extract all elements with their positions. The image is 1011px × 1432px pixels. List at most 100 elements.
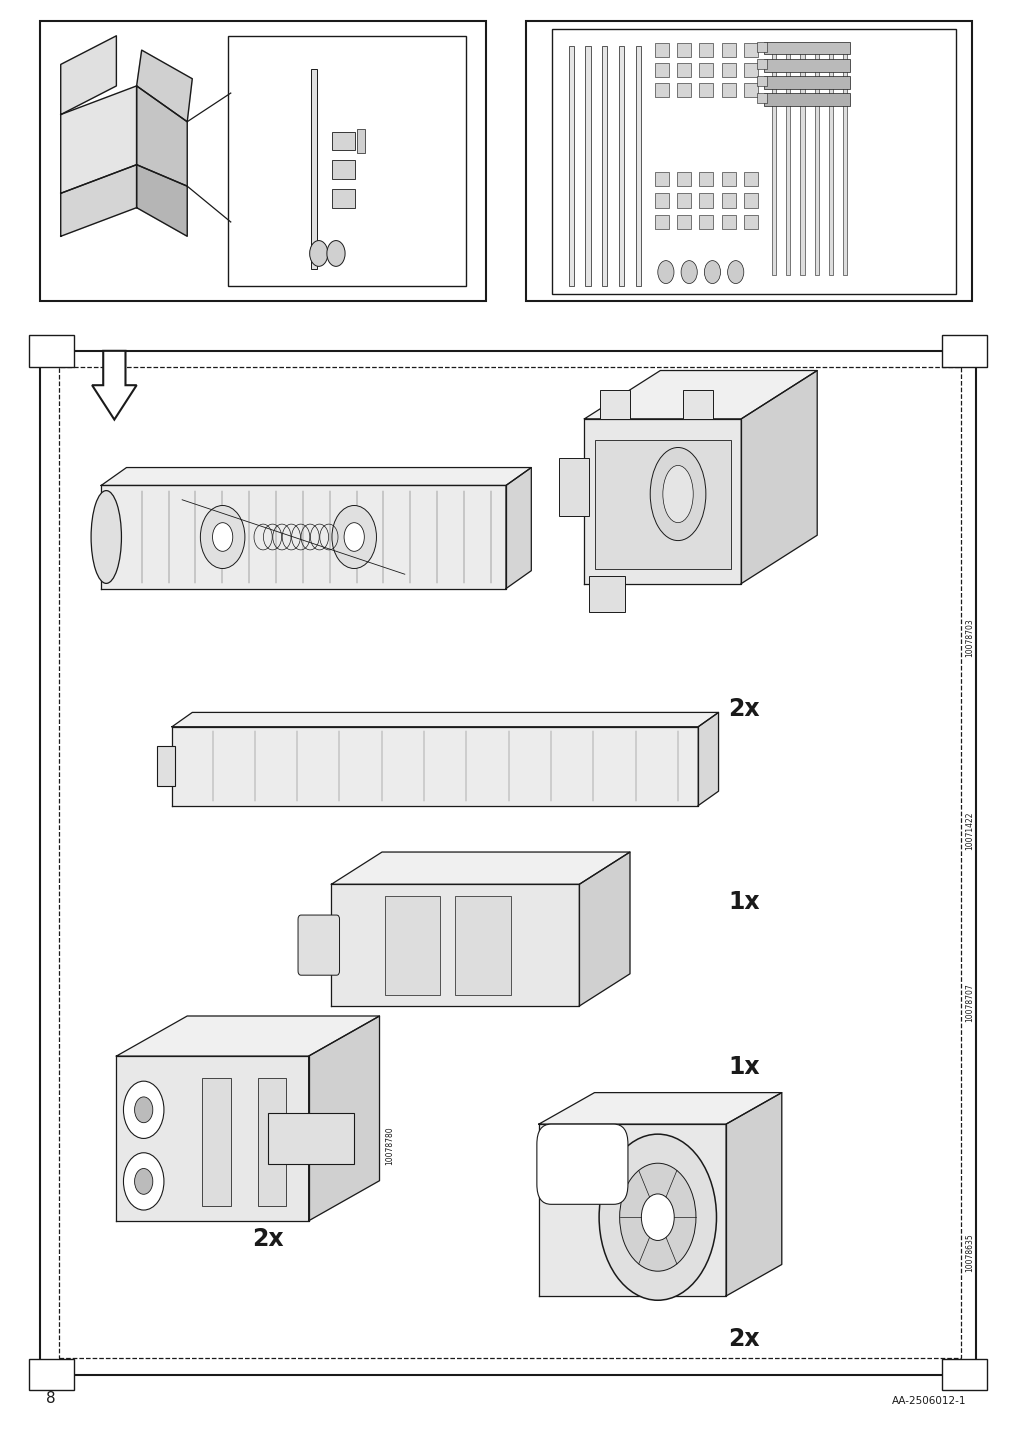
Bar bbox=[743, 63, 757, 77]
Polygon shape bbox=[698, 713, 718, 805]
Bar bbox=[743, 43, 757, 57]
Bar bbox=[743, 193, 757, 208]
Bar bbox=[756, 93, 766, 103]
Bar bbox=[29, 1359, 74, 1390]
Text: 10078635: 10078635 bbox=[964, 1233, 973, 1273]
Text: 8: 8 bbox=[45, 1392, 56, 1406]
Bar bbox=[654, 83, 668, 97]
Bar bbox=[676, 43, 691, 57]
Bar bbox=[202, 1078, 231, 1206]
Polygon shape bbox=[136, 86, 187, 186]
Circle shape bbox=[309, 241, 328, 266]
Bar bbox=[332, 189, 355, 208]
Bar bbox=[676, 215, 691, 229]
Bar bbox=[763, 42, 849, 54]
Bar bbox=[676, 172, 691, 186]
Bar bbox=[227, 36, 465, 286]
Bar bbox=[357, 129, 365, 153]
Polygon shape bbox=[506, 467, 531, 589]
Polygon shape bbox=[136, 165, 187, 236]
Bar bbox=[602, 46, 607, 286]
Circle shape bbox=[123, 1081, 164, 1138]
Ellipse shape bbox=[662, 465, 693, 523]
Polygon shape bbox=[740, 371, 817, 584]
Bar bbox=[721, 172, 735, 186]
Bar bbox=[743, 172, 757, 186]
Bar bbox=[763, 93, 849, 106]
Circle shape bbox=[704, 261, 720, 284]
Text: 10078780: 10078780 bbox=[385, 1127, 393, 1164]
Ellipse shape bbox=[91, 491, 121, 583]
Bar bbox=[721, 63, 735, 77]
Bar bbox=[828, 53, 832, 275]
Bar bbox=[721, 193, 735, 208]
Bar bbox=[618, 46, 623, 286]
Circle shape bbox=[619, 1163, 696, 1272]
Circle shape bbox=[344, 523, 364, 551]
Bar bbox=[676, 63, 691, 77]
Bar bbox=[558, 458, 588, 516]
Circle shape bbox=[641, 1194, 673, 1240]
Bar bbox=[654, 215, 668, 229]
Bar bbox=[763, 59, 849, 72]
Circle shape bbox=[123, 1153, 164, 1210]
Bar bbox=[157, 746, 175, 786]
Bar bbox=[551, 29, 955, 294]
Circle shape bbox=[599, 1134, 716, 1300]
FancyBboxPatch shape bbox=[297, 915, 339, 975]
Bar bbox=[654, 43, 668, 57]
Bar bbox=[721, 43, 735, 57]
Bar bbox=[699, 215, 713, 229]
Bar bbox=[771, 53, 775, 275]
Circle shape bbox=[134, 1097, 153, 1123]
Circle shape bbox=[657, 261, 673, 284]
Bar bbox=[721, 83, 735, 97]
Polygon shape bbox=[332, 885, 578, 1005]
Bar bbox=[40, 21, 485, 301]
Polygon shape bbox=[101, 467, 531, 485]
Text: 2x: 2x bbox=[727, 1327, 759, 1350]
Text: 2x: 2x bbox=[727, 697, 759, 720]
Bar bbox=[584, 46, 590, 286]
Polygon shape bbox=[172, 727, 698, 805]
Bar bbox=[682, 390, 713, 420]
Bar bbox=[699, 63, 713, 77]
Text: AA-2506012-1: AA-2506012-1 bbox=[891, 1396, 966, 1406]
Bar bbox=[941, 335, 986, 367]
Bar bbox=[588, 576, 625, 613]
Circle shape bbox=[134, 1169, 153, 1194]
Bar bbox=[676, 83, 691, 97]
Bar bbox=[654, 193, 668, 208]
Bar bbox=[654, 172, 668, 186]
Bar bbox=[310, 69, 316, 269]
Circle shape bbox=[327, 241, 345, 266]
Bar bbox=[29, 335, 74, 367]
Bar bbox=[800, 53, 804, 275]
Polygon shape bbox=[61, 86, 136, 193]
Text: 2x: 2x bbox=[252, 1227, 284, 1250]
Polygon shape bbox=[308, 1017, 379, 1220]
Polygon shape bbox=[578, 852, 629, 1005]
Ellipse shape bbox=[649, 448, 706, 541]
Polygon shape bbox=[538, 1124, 726, 1296]
Bar bbox=[763, 76, 849, 89]
Polygon shape bbox=[583, 371, 817, 420]
Polygon shape bbox=[101, 485, 506, 589]
Bar bbox=[455, 896, 511, 994]
Bar bbox=[743, 83, 757, 97]
FancyBboxPatch shape bbox=[536, 1124, 627, 1204]
Text: 10071422: 10071422 bbox=[964, 812, 973, 849]
Bar bbox=[568, 46, 573, 286]
Bar bbox=[743, 215, 757, 229]
FancyArrow shape bbox=[92, 351, 136, 420]
Bar bbox=[40, 351, 975, 1375]
Bar bbox=[721, 215, 735, 229]
Circle shape bbox=[200, 505, 245, 569]
Bar bbox=[332, 132, 355, 150]
Bar bbox=[526, 21, 971, 301]
Bar bbox=[756, 59, 766, 69]
Bar bbox=[332, 160, 355, 179]
Circle shape bbox=[332, 505, 376, 569]
Polygon shape bbox=[61, 165, 136, 236]
Bar bbox=[258, 1078, 286, 1206]
